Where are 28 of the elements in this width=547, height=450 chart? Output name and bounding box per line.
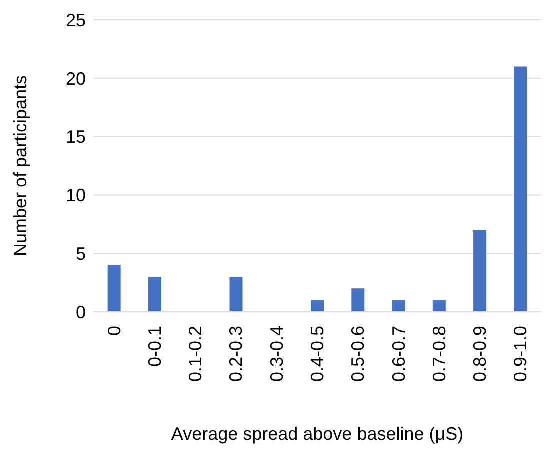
bar (514, 66, 528, 312)
bar (474, 230, 487, 312)
x-tick-label: 0.1-0.2 (186, 326, 206, 382)
x-tick-label: 0.4-0.5 (308, 326, 328, 382)
x-tick-label: 0 (104, 326, 124, 336)
x-tick-label: 0.7-0.8 (429, 326, 450, 382)
y-tick-label: 0 (76, 302, 86, 322)
x-tick-label: 0-0.1 (144, 326, 165, 368)
y-tick-label: 25 (66, 10, 86, 30)
x-tick-label: 0.5-0.6 (348, 326, 368, 382)
x-tick-label: 0.3-0.4 (266, 326, 287, 382)
x-tick-label: 0.6-0.7 (388, 326, 409, 382)
y-axis-title: Number of participants (10, 75, 30, 257)
y-tick-label: 10 (66, 186, 86, 206)
x-tick-label: 0.9-1.0 (510, 326, 531, 382)
bar (432, 300, 446, 312)
y-tick-label: 20 (66, 68, 86, 89)
x-axis-title: Average spread above baseline (μS) (171, 424, 464, 444)
y-tick-label: 5 (76, 244, 86, 264)
x-tick-label: 0.8-0.9 (470, 326, 490, 382)
bar (230, 276, 243, 312)
bar (352, 288, 365, 312)
bar (392, 300, 406, 312)
x-tick-label: 0.2-0.3 (226, 326, 246, 382)
bar (311, 300, 324, 312)
y-tick-label: 15 (66, 127, 86, 148)
bar (148, 276, 162, 312)
bar (108, 265, 121, 312)
